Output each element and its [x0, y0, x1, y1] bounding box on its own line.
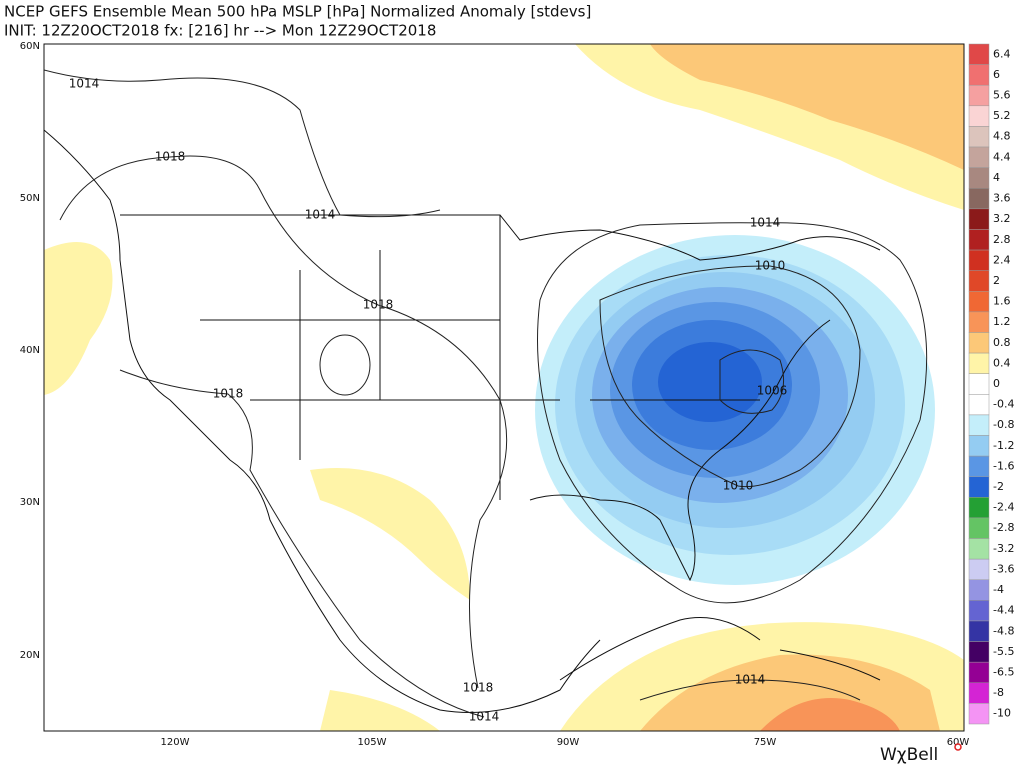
brand-logo: WχBell: [880, 745, 938, 765]
longitude-labels: 120W 105W 90W 75W 60W: [161, 737, 970, 748]
colorbar-swatch: [968, 249, 990, 271]
colorbar-label: -4.8: [993, 624, 1014, 637]
colorbar-label: -4: [993, 583, 1004, 596]
colorbar-swatch: [968, 126, 990, 148]
colorbar-swatch: [968, 84, 990, 107]
colorbar-label: -2.8: [993, 521, 1014, 534]
isobar-label: 1018: [363, 298, 394, 312]
colorbar-swatch: [968, 270, 990, 292]
colorbar-label: 2.4: [993, 253, 1011, 266]
colorbar-label: 5.2: [993, 109, 1011, 122]
colorbar-label: -8: [993, 686, 1004, 699]
colorbar-label: -2: [993, 480, 1004, 493]
colorbar-label: 0.4: [993, 356, 1011, 369]
colorbar-swatch: [968, 208, 990, 230]
isobar-label: 1010: [723, 479, 754, 493]
lon-label: 60W: [947, 737, 970, 748]
lat-label: 60N: [20, 41, 40, 52]
title: NCEP GEFS Ensemble Mean 500 hPa MSLP [hP…: [4, 3, 591, 21]
colorbar-label: 0.8: [993, 336, 1011, 349]
colorbar-swatch: [968, 641, 990, 663]
isobar-label: 1014: [305, 208, 336, 222]
colorbar-label: -2.4: [993, 501, 1014, 514]
colorbar-swatch: [968, 332, 990, 354]
colorbar-swatch: [968, 43, 990, 65]
colorbar-label: 1.2: [993, 315, 1011, 328]
colorbar-swatch: [968, 579, 990, 601]
colorbar-label: 4.8: [993, 130, 1011, 143]
colorbar-label: -1.6: [993, 459, 1014, 472]
subtitle: INIT: 12Z20OCT2018 fx: [216] hr --> Mon …: [4, 22, 436, 40]
colorbar-swatch: [968, 64, 990, 86]
map-frame: [43, 43, 965, 732]
isobar-label: 1014: [735, 673, 766, 687]
lon-label: 105W: [358, 737, 387, 748]
isobar-label: 1018: [463, 681, 494, 695]
colorbar-label: -1.2: [993, 439, 1014, 452]
colorbar-label: -3.6: [993, 562, 1014, 575]
colorbar-swatch: [968, 187, 990, 210]
contour-labels: 1014 1018 1014 1018 1018 1014 1010 1006 …: [69, 77, 788, 724]
lon-label: 120W: [161, 737, 190, 748]
colorbar-swatch: [968, 455, 990, 477]
colorbar-swatch: [968, 167, 990, 189]
colorbar-swatch: [968, 291, 990, 313]
isobar-label: 1018: [155, 150, 186, 164]
colorbar-label: -5.5: [993, 645, 1014, 658]
colorbar-label: 3.2: [993, 212, 1011, 225]
colorbar-label: -4.4: [993, 604, 1014, 617]
colorbar-swatch: [968, 352, 990, 374]
colorbar-label: 4.4: [993, 150, 1011, 163]
brand-dot: [954, 743, 962, 751]
isobar-label: 1014: [469, 710, 500, 724]
colorbar-label: 6.4: [993, 47, 1011, 60]
colorbar-label: -0.8: [993, 418, 1014, 431]
colorbar-label: 2.8: [993, 233, 1011, 246]
colorbar-swatch: [968, 311, 990, 333]
colorbar-swatch: [968, 600, 990, 622]
lat-label: 30N: [20, 497, 40, 508]
colorbar-label: 3.6: [993, 192, 1011, 205]
colorbar-swatch: [968, 558, 990, 581]
colorbar-swatch: [968, 146, 990, 168]
colorbar-label: 5.6: [993, 89, 1011, 102]
isobar-label: 1010: [755, 259, 786, 273]
colorbar-swatch: [968, 497, 990, 519]
latitude-labels: 60N 50N 40N 30N 20N: [20, 41, 40, 661]
colorbar-label: 0: [993, 377, 1000, 390]
isobar-label: 1014: [69, 77, 100, 91]
lat-label: 20N: [20, 650, 40, 661]
colorbar-swatch: [968, 517, 990, 539]
colorbar-swatch: [968, 476, 990, 498]
colorbar-label: 4: [993, 171, 1000, 184]
colorbar-swatch: [968, 414, 990, 436]
colorbar-label: -6.5: [993, 665, 1014, 678]
colorbar-label: -0.4: [993, 398, 1014, 411]
colorbar-label: 6: [993, 68, 1000, 81]
isobar-label: 1014: [750, 216, 781, 230]
colorbar-swatch: [968, 435, 990, 457]
lat-label: 40N: [20, 345, 40, 356]
colorbar-label: -3.2: [993, 542, 1014, 555]
colorbar-label: 1.6: [993, 295, 1011, 308]
lat-label: 50N: [20, 193, 40, 204]
colorbar-swatch: [968, 620, 990, 642]
colorbar: 6.4 6 5.6 5.2 4.8 4.4 4 3.6 3.2 2.8 2.4 2 1.6 1.2 0.8 0…: [968, 43, 1014, 725]
map-area: [44, 44, 964, 731]
colorbar-swatch: [968, 394, 990, 416]
lon-label: 75W: [754, 737, 777, 748]
colorbar-label: 2: [993, 274, 1000, 287]
colorbar-swatch: [968, 229, 990, 251]
colorbar-label: -10: [993, 707, 1011, 720]
colorbar-swatch: [968, 373, 990, 395]
colorbar-swatch: [968, 703, 990, 725]
colorbar-swatch: [968, 682, 990, 704]
colorbar-swatch: [968, 661, 990, 684]
isobar-label: 1006: [757, 384, 788, 398]
colorbar-swatch: [968, 538, 990, 560]
lon-label: 90W: [557, 737, 580, 748]
colorbar-swatch: [968, 105, 990, 127]
isobar-label: 1018: [213, 387, 244, 401]
